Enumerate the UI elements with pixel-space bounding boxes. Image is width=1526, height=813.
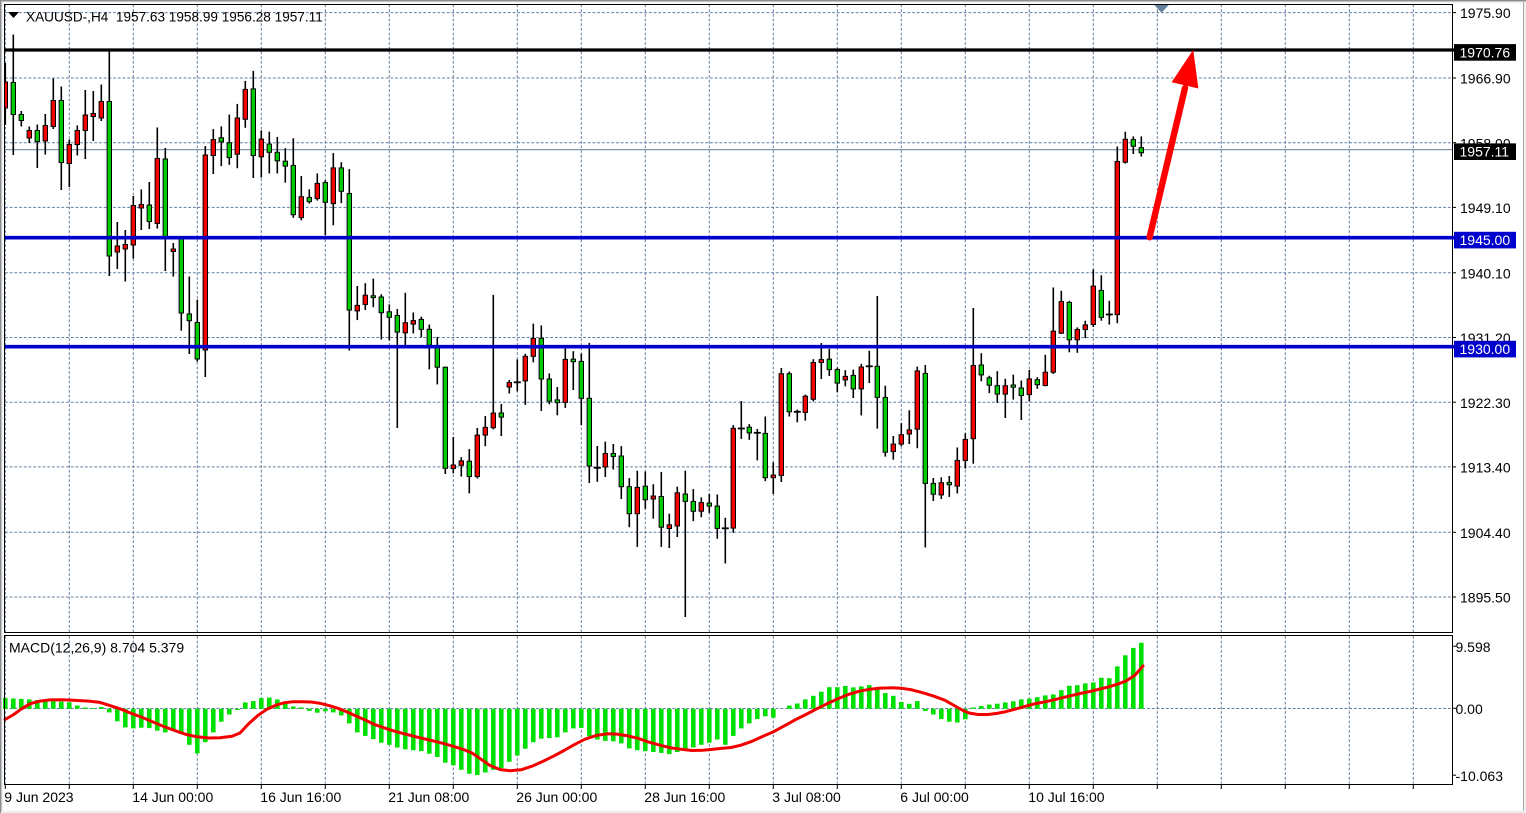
svg-text:6 Jul 00:00: 6 Jul 00:00 [900, 789, 969, 805]
svg-text:0.00: 0.00 [1456, 701, 1483, 717]
svg-text:XAUUSD-,H4 1957.63 1958.99 19: XAUUSD-,H4 1957.63 1958.99 1956.28 1957.… [26, 10, 323, 25]
svg-text:1970.76: 1970.76 [1460, 44, 1511, 60]
svg-text:1922.30: 1922.30 [1460, 395, 1511, 411]
svg-text:1957.11: 1957.11 [1460, 144, 1510, 160]
svg-text:1949.10: 1949.10 [1460, 200, 1511, 216]
svg-text:1940.10: 1940.10 [1460, 265, 1511, 281]
svg-text:1975.90: 1975.90 [1460, 5, 1511, 21]
svg-text:16 Jun 16:00: 16 Jun 16:00 [260, 789, 341, 805]
svg-text:MACD(12,26,9) 8.704 5.379: MACD(12,26,9) 8.704 5.379 [9, 640, 184, 656]
svg-text:9 Jun 2023: 9 Jun 2023 [4, 789, 73, 805]
svg-text:1930.00: 1930.00 [1460, 341, 1511, 357]
svg-text:3 Jul 08:00: 3 Jul 08:00 [772, 789, 841, 805]
svg-text:1945.00: 1945.00 [1460, 232, 1511, 248]
svg-text:1895.50: 1895.50 [1460, 590, 1511, 606]
svg-text:1966.90: 1966.90 [1460, 71, 1511, 87]
svg-text:14 Jun 00:00: 14 Jun 00:00 [132, 789, 213, 805]
svg-text:1904.40: 1904.40 [1460, 525, 1511, 541]
svg-text:9.598: 9.598 [1456, 639, 1491, 655]
svg-text:1913.40: 1913.40 [1460, 460, 1511, 476]
svg-text:28 Jun 16:00: 28 Jun 16:00 [644, 789, 725, 805]
svg-text:21 Jun 08:00: 21 Jun 08:00 [388, 789, 469, 805]
svg-text:10 Jul 16:00: 10 Jul 16:00 [1028, 789, 1104, 805]
svg-text:-10.063: -10.063 [1456, 768, 1504, 784]
svg-text:26 Jun 00:00: 26 Jun 00:00 [516, 789, 597, 805]
